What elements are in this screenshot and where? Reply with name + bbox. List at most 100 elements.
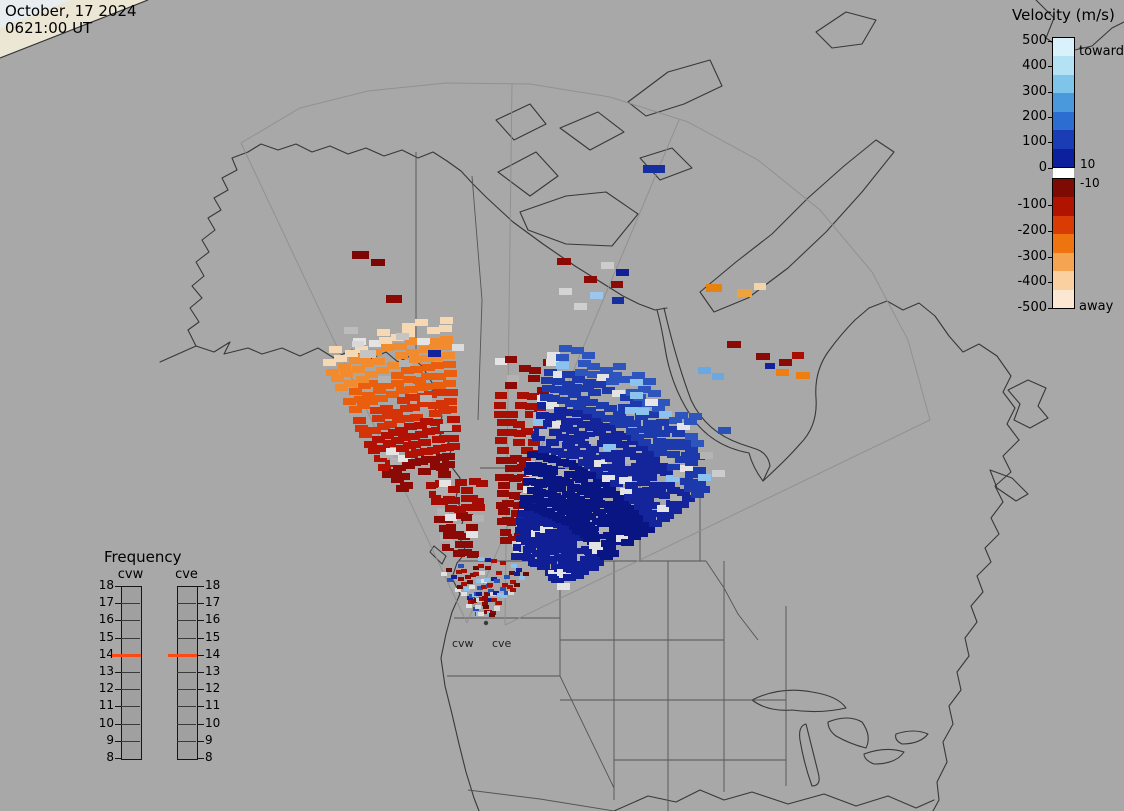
velocity-cell: [429, 344, 442, 351]
velocity-cell: [436, 400, 449, 407]
velocity-cell: [575, 369, 588, 376]
velocity-cell: [578, 441, 591, 448]
velocity-cell: [606, 378, 619, 385]
velocity-cell: [577, 488, 590, 495]
velocity-cell: [433, 382, 446, 389]
velocity-cell: [525, 411, 537, 418]
velocity-cell: [566, 427, 579, 434]
velocity-cell: [430, 338, 443, 345]
velocity-cell: [616, 535, 629, 542]
velocity-cell: [465, 575, 471, 579]
velocity-cell: [494, 411, 506, 418]
velocity-cell: [571, 572, 584, 579]
velocity-cell: [685, 471, 698, 478]
velocity-cell: [467, 580, 473, 584]
velocity-cell: [596, 402, 609, 409]
velocity-cell: [649, 520, 662, 527]
velocity-cell: [523, 546, 536, 553]
velocity-cell: [390, 458, 403, 465]
velocity-cell: [779, 359, 792, 366]
velocity-cell: [484, 578, 490, 582]
velocity-cell: [564, 471, 577, 478]
velocity-cell: [536, 453, 549, 460]
velocity-cell: [664, 426, 677, 433]
velocity-cell: [365, 371, 378, 378]
velocity-cell: [754, 283, 766, 290]
velocity-cell: [323, 359, 336, 366]
velocity-cell: [627, 438, 640, 445]
velocity-cell: [599, 501, 612, 508]
velocity-cell: [625, 482, 638, 489]
velocity-cell: [792, 352, 804, 359]
velocity-cell: [556, 354, 569, 361]
velocity-cell: [698, 367, 711, 374]
velocity-cell: [637, 492, 650, 499]
velocity-cell: [588, 484, 601, 491]
velocity-cell: [698, 474, 711, 481]
velocity-cell: [572, 534, 585, 541]
velocity-cell: [587, 363, 600, 370]
velocity-cell: [563, 574, 576, 581]
velocity-cell: [427, 327, 440, 334]
velocity-cell: [374, 455, 387, 462]
velocity-cell: [365, 398, 378, 405]
velocity-cell: [402, 323, 415, 330]
velocity-cell: [604, 506, 617, 513]
velocity-cell: [572, 496, 585, 503]
frequency-title: Frequency: [104, 548, 182, 566]
velocity-cell: [446, 524, 458, 531]
velocity-cell: [635, 468, 648, 475]
velocity-cell: [400, 482, 413, 489]
velocity-cell: [558, 556, 571, 563]
velocity-cell: [477, 586, 483, 590]
velocity-cell: [697, 486, 710, 493]
velocity-cell: [519, 365, 531, 372]
velocity-cell: [665, 439, 678, 446]
velocity-cell: [589, 542, 602, 549]
velocity-cell: [430, 354, 443, 361]
velocity-cell: [608, 468, 621, 475]
velocity-cell: [495, 392, 507, 399]
velocity-cell: [352, 251, 369, 259]
velocity-cell: [631, 434, 644, 441]
velocity-cell: [377, 329, 390, 336]
velocity-cell: [537, 402, 550, 409]
velocity-cell: [632, 514, 645, 521]
velocity-cell: [411, 449, 424, 456]
velocity-cell: [455, 588, 461, 592]
velocity-cell: [575, 476, 588, 483]
velocity-cell: [386, 391, 399, 398]
velocity-cell: [383, 440, 396, 447]
velocity-cell: [571, 347, 584, 354]
velocity-cell: [632, 372, 645, 379]
velocity-cell: [629, 497, 642, 504]
velocity-cell: [414, 422, 427, 429]
velocity-cell: [562, 371, 575, 378]
velocity-cell: [586, 564, 599, 571]
velocity-cell: [522, 554, 535, 561]
velocity-cell: [552, 378, 565, 385]
velocity-cell: [433, 373, 446, 380]
velocity-cell: [505, 356, 517, 363]
velocity-cell: [551, 448, 564, 455]
velocity-cell: [382, 412, 395, 419]
velocity-cell: [692, 453, 705, 460]
velocity-cell: [600, 367, 613, 374]
velocity-cell: [593, 381, 606, 388]
velocity-cell: [344, 327, 358, 334]
velocity-cell: [446, 568, 452, 572]
velocity-cell: [602, 387, 615, 394]
velocity-cell: [386, 295, 402, 303]
velocity-cell: [634, 503, 647, 510]
velocity-cell: [479, 571, 485, 575]
velocity-cell: [657, 505, 670, 512]
velocity-cell: [617, 454, 630, 461]
velocity-cell: [440, 424, 452, 431]
velocity-cell: [418, 439, 431, 446]
velocity-cell: [609, 437, 622, 444]
velocity-cell: [466, 531, 478, 538]
velocity-cell: [680, 465, 693, 472]
velocity-cell: [381, 382, 394, 389]
velocity-cell: [523, 478, 536, 485]
velocity-cell: [569, 463, 582, 470]
